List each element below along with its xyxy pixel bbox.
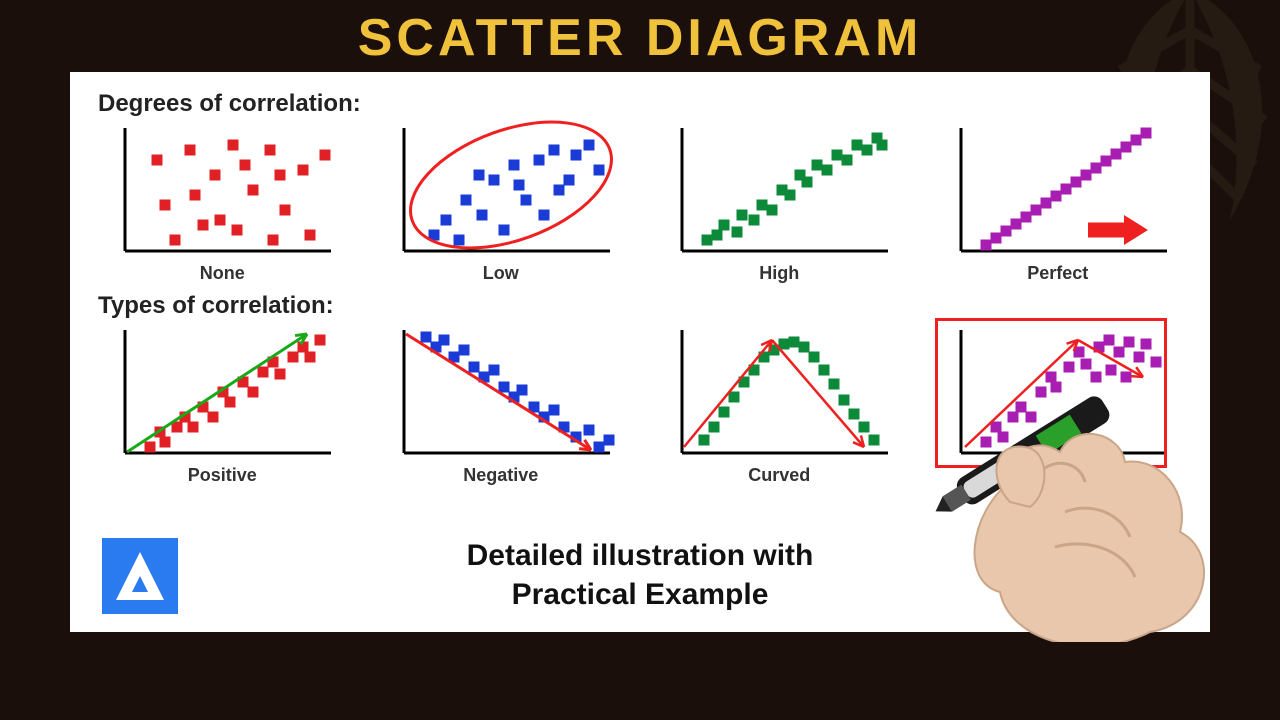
chart-caption-perfect: Perfect bbox=[1027, 263, 1088, 284]
scatter-chart-perfect: Perfect bbox=[934, 120, 1183, 284]
scatter-chart-high: High bbox=[655, 120, 904, 284]
whiteboard-panel: Degrees of correlation: None Low High Perfe… bbox=[70, 72, 1210, 632]
chart-caption-low: Low bbox=[483, 263, 519, 284]
chart-caption-high: High bbox=[759, 263, 799, 284]
degrees-section-label: Degrees of correlation: bbox=[98, 90, 1182, 118]
types-section-label: Types of correlation: bbox=[98, 292, 1182, 320]
scatter-chart-none: None bbox=[98, 120, 347, 284]
scatter-chart-low: Low bbox=[377, 120, 626, 284]
drawing-hand-icon bbox=[890, 362, 1220, 642]
scatter-chart-negative: Negative bbox=[377, 322, 626, 486]
chart-caption-none: None bbox=[200, 263, 245, 284]
footer-line2: Practical Example bbox=[467, 575, 814, 614]
chart-caption-positive: Positive bbox=[188, 465, 257, 486]
scatter-chart-positive: Positive bbox=[98, 322, 347, 486]
footer-text: Detailed illustration with Practical Exa… bbox=[467, 536, 814, 614]
chart-caption-negative: Negative bbox=[463, 465, 538, 486]
brand-logo bbox=[102, 538, 178, 614]
chart-caption-curved: Curved bbox=[748, 465, 810, 486]
footer-line1: Detailed illustration with bbox=[467, 536, 814, 575]
degrees-chart-row: None Low High Perfect bbox=[98, 120, 1182, 284]
scatter-chart-curved: Curved bbox=[655, 322, 904, 486]
